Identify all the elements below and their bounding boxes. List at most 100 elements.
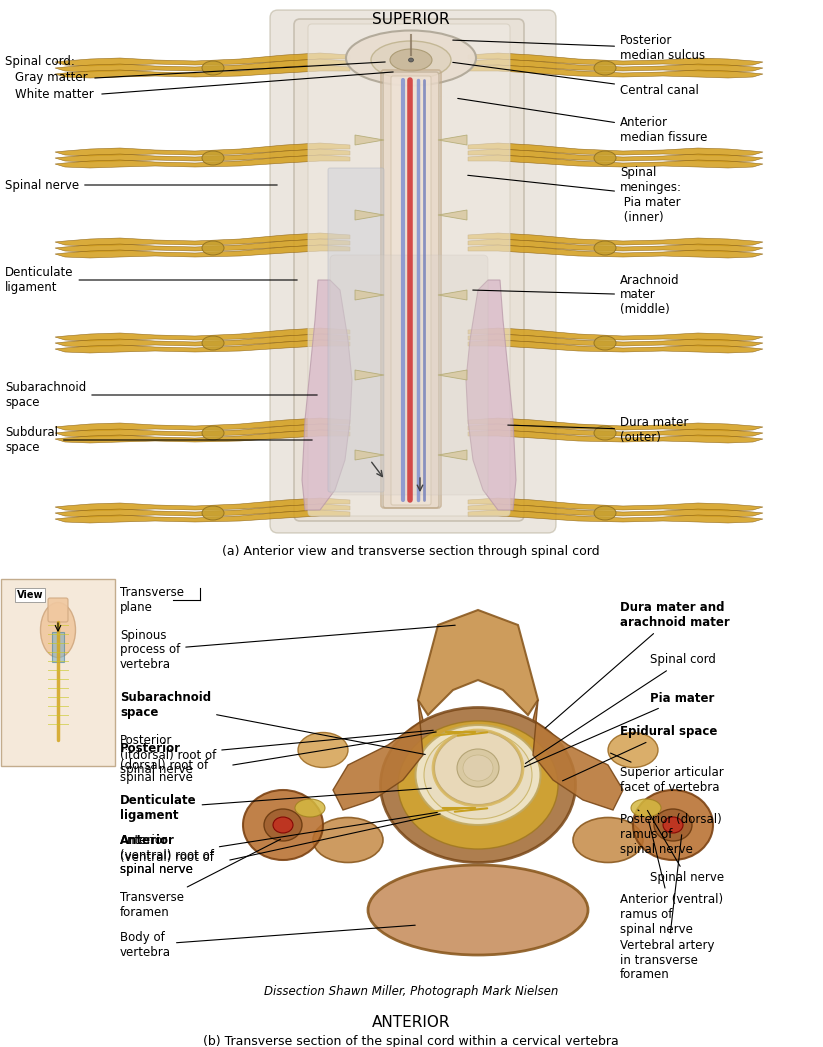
Polygon shape xyxy=(468,328,763,341)
FancyBboxPatch shape xyxy=(391,76,431,505)
Text: (dorsal) root of: (dorsal) root of xyxy=(120,758,208,772)
Polygon shape xyxy=(468,418,763,431)
Ellipse shape xyxy=(573,818,643,863)
Text: Posterior
median sulcus: Posterior median sulcus xyxy=(453,34,705,62)
Polygon shape xyxy=(466,280,516,510)
Polygon shape xyxy=(468,53,763,66)
Polygon shape xyxy=(468,59,763,72)
Text: Anterior
(ventral) root of
spinal nerve: Anterior (ventral) root of spinal nerve xyxy=(120,812,437,876)
FancyBboxPatch shape xyxy=(294,19,524,521)
FancyBboxPatch shape xyxy=(52,632,64,662)
Text: Central canal: Central canal xyxy=(453,63,699,96)
Text: View: View xyxy=(16,591,44,600)
Polygon shape xyxy=(55,328,350,341)
FancyBboxPatch shape xyxy=(150,585,790,955)
Ellipse shape xyxy=(295,799,325,817)
Polygon shape xyxy=(302,280,352,510)
Polygon shape xyxy=(55,430,350,443)
Ellipse shape xyxy=(40,602,76,658)
Polygon shape xyxy=(55,340,350,353)
Text: Dura mater
(outer): Dura mater (outer) xyxy=(508,416,688,444)
Polygon shape xyxy=(55,424,350,437)
Text: Spinal nerve: Spinal nerve xyxy=(648,810,724,885)
Text: Spinal cord:: Spinal cord: xyxy=(5,55,75,68)
FancyBboxPatch shape xyxy=(1,579,115,766)
Polygon shape xyxy=(468,510,763,524)
FancyBboxPatch shape xyxy=(330,255,488,495)
Polygon shape xyxy=(55,498,350,511)
Polygon shape xyxy=(55,65,350,77)
Ellipse shape xyxy=(202,426,224,440)
Polygon shape xyxy=(468,239,763,252)
Polygon shape xyxy=(55,155,350,168)
Ellipse shape xyxy=(390,49,432,71)
Text: Pia mater: Pia mater xyxy=(524,691,714,766)
Polygon shape xyxy=(355,290,384,300)
Ellipse shape xyxy=(434,731,522,805)
FancyBboxPatch shape xyxy=(48,598,68,622)
Text: Spinous
process of
vertebra: Spinous process of vertebra xyxy=(120,625,455,671)
Polygon shape xyxy=(55,143,350,156)
Text: Anterior: Anterior xyxy=(120,834,174,847)
Polygon shape xyxy=(355,370,384,380)
Text: Subarachnoid
space: Subarachnoid space xyxy=(120,691,425,755)
Polygon shape xyxy=(438,210,467,220)
Ellipse shape xyxy=(273,817,293,833)
Ellipse shape xyxy=(416,725,541,825)
Ellipse shape xyxy=(371,41,451,79)
Polygon shape xyxy=(438,450,467,460)
Text: Spinal cord: Spinal cord xyxy=(525,653,716,763)
Ellipse shape xyxy=(654,809,692,841)
Polygon shape xyxy=(468,233,763,246)
Text: Vertebral artery
in transverse
foramen: Vertebral artery in transverse foramen xyxy=(620,834,714,981)
Ellipse shape xyxy=(663,817,683,833)
Ellipse shape xyxy=(380,708,575,863)
Polygon shape xyxy=(468,498,763,511)
Polygon shape xyxy=(438,290,467,300)
Ellipse shape xyxy=(202,61,224,75)
FancyBboxPatch shape xyxy=(328,168,384,492)
Ellipse shape xyxy=(346,30,476,86)
Polygon shape xyxy=(55,59,350,72)
FancyBboxPatch shape xyxy=(308,24,510,516)
Ellipse shape xyxy=(202,336,224,350)
Text: SUPERIOR: SUPERIOR xyxy=(372,12,450,27)
Polygon shape xyxy=(468,143,763,156)
Ellipse shape xyxy=(298,733,348,767)
Ellipse shape xyxy=(594,241,616,255)
Ellipse shape xyxy=(594,506,616,520)
Polygon shape xyxy=(468,149,763,162)
Polygon shape xyxy=(55,239,350,252)
Ellipse shape xyxy=(368,865,588,955)
Text: Superior articular
facet of vertebra: Superior articular facet of vertebra xyxy=(611,753,723,794)
Ellipse shape xyxy=(202,241,224,255)
Polygon shape xyxy=(55,510,350,524)
Polygon shape xyxy=(468,245,763,258)
Text: Arachnoid
mater
(middle): Arachnoid mater (middle) xyxy=(472,273,680,316)
Ellipse shape xyxy=(594,336,616,350)
Ellipse shape xyxy=(463,755,493,781)
Polygon shape xyxy=(438,135,467,144)
Text: Transverse
plane: Transverse plane xyxy=(120,586,184,614)
Text: Posterior: Posterior xyxy=(120,742,181,755)
Text: Denticulate
ligament: Denticulate ligament xyxy=(120,788,431,822)
Polygon shape xyxy=(55,53,350,66)
Text: spinal nerve: spinal nerve xyxy=(120,771,193,783)
Polygon shape xyxy=(55,233,350,246)
Ellipse shape xyxy=(424,731,532,819)
Text: Subdural
space: Subdural space xyxy=(5,426,312,454)
Polygon shape xyxy=(55,504,350,517)
Ellipse shape xyxy=(398,721,558,849)
Text: Denticulate
ligament: Denticulate ligament xyxy=(5,266,297,294)
Text: White matter: White matter xyxy=(15,88,94,101)
Text: Body of
vertebra: Body of vertebra xyxy=(120,926,416,959)
Text: Posterior
(itdorsal) root of
spinal nerve: Posterior (itdorsal) root of spinal nerv… xyxy=(120,730,433,777)
Text: (ventral) root of: (ventral) root of xyxy=(120,851,214,865)
Polygon shape xyxy=(55,418,350,431)
Polygon shape xyxy=(55,334,350,347)
Text: Posterior (dorsal)
ramus of
spinal nerve: Posterior (dorsal) ramus of spinal nerve xyxy=(620,810,722,856)
FancyBboxPatch shape xyxy=(270,10,556,533)
Ellipse shape xyxy=(594,61,616,75)
Text: ANTERIOR: ANTERIOR xyxy=(372,1015,450,1030)
Polygon shape xyxy=(355,210,384,220)
